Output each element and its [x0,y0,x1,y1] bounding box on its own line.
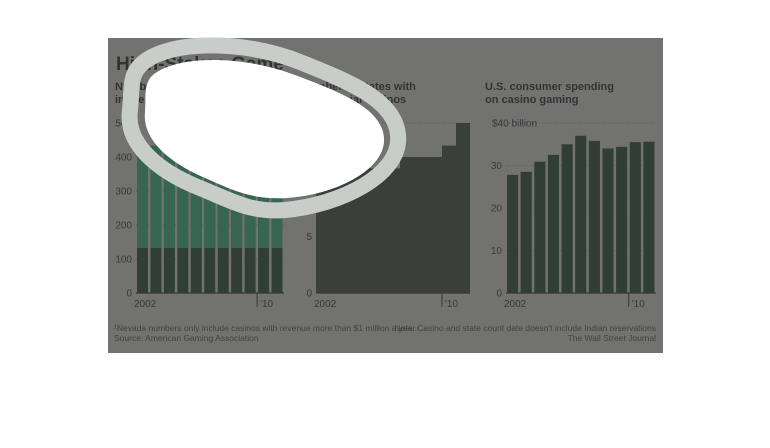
bar [547,154,560,293]
area-highlight-segment [316,168,344,183]
y-tick-label: 0 [126,289,132,300]
bar [588,140,600,293]
y-tick-label: 10 [491,246,503,257]
y-tick-label: 500 [115,119,132,130]
bar-highlight-segment [150,145,162,248]
bar [561,144,573,293]
chart-title-line: in the U.S.¹ [115,94,173,106]
bar [575,135,587,293]
y-tick-label: 15 [301,119,313,130]
x-tick-label: 2002 [314,299,337,310]
bar-highlight-segment [163,142,175,248]
bar [507,174,519,293]
x-tick-label: '10 [260,299,273,310]
chart-title-line: commercial casinos [301,94,406,106]
y-tick-label: 10 [301,175,313,186]
y-tick-label: 5 [306,232,312,243]
y-tick-label: 300 [115,187,132,198]
x-tick-label: 2002 [504,299,527,310]
bar-highlight-segment [244,142,256,248]
chart-title-line: Number of states with [301,81,416,93]
bar-highlight-segment [137,145,148,248]
y-tick-label: 20 [491,204,503,215]
bar-highlight-segment [217,134,229,248]
source-note: Source: American Gaming Association [114,333,259,343]
bar [602,148,614,293]
y-tick-label: 0 [306,289,312,300]
x-tick-label: '10 [445,299,458,310]
y-tick-label: 30 [491,161,503,172]
area-series [316,123,470,293]
credit-line: The Wall Street Journal [568,333,657,343]
figure-title: High-Stakes Game [116,54,284,75]
y-tick-label: 100 [115,255,132,266]
bar-highlight-segment [231,141,243,248]
chart-title-line: U.S. consumer spending [485,81,614,93]
chart-canvas: High-Stakes Game Number of commercial ca… [114,54,657,343]
bar-highlight-segment [190,138,202,248]
bar [629,142,641,293]
y-tick-label: 400 [115,153,132,164]
x-tick-label: '10 [632,299,645,310]
y-tick-label: $40 billion [492,119,537,130]
footnote: ¹Nevada numbers only include casinos wit… [114,323,417,333]
chart-figure: High-Stakes Game Number of commercial ca… [108,38,663,353]
bar-highlight-segment [271,141,283,248]
bar [616,146,628,293]
bar-highlight-segment [204,136,216,248]
bar-highlight-segment [177,141,189,248]
x-tick-label: 2002 [134,299,157,310]
chart-title-line: on casino gaming [485,94,579,106]
data-note: Note: Casino and state count date doesn'… [394,323,656,333]
bar-highlight-segment [258,144,270,248]
y-tick-label: 0 [496,289,502,300]
bar [643,141,655,293]
bar [520,171,532,293]
y-tick-label: 200 [115,221,132,232]
bar [534,161,546,293]
chart-title-line: Number of commercial casinos [115,81,278,93]
